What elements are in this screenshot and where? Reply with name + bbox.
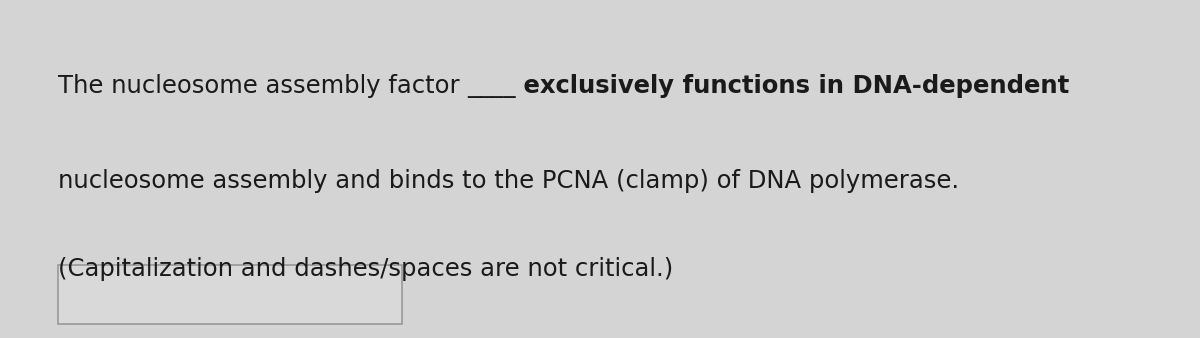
- Text: The nucleosome assembly factor: The nucleosome assembly factor: [58, 74, 467, 98]
- FancyBboxPatch shape: [58, 265, 402, 324]
- Text: ____: ____: [467, 74, 516, 98]
- Text: exclusively functions in DNA-dependent: exclusively functions in DNA-dependent: [516, 74, 1069, 98]
- Text: nucleosome assembly and binds to the PCNA (clamp) of DNA polymerase.: nucleosome assembly and binds to the PCN…: [58, 169, 959, 193]
- Text: (Capitalization and dashes/spaces are not critical.): (Capitalization and dashes/spaces are no…: [58, 257, 673, 281]
